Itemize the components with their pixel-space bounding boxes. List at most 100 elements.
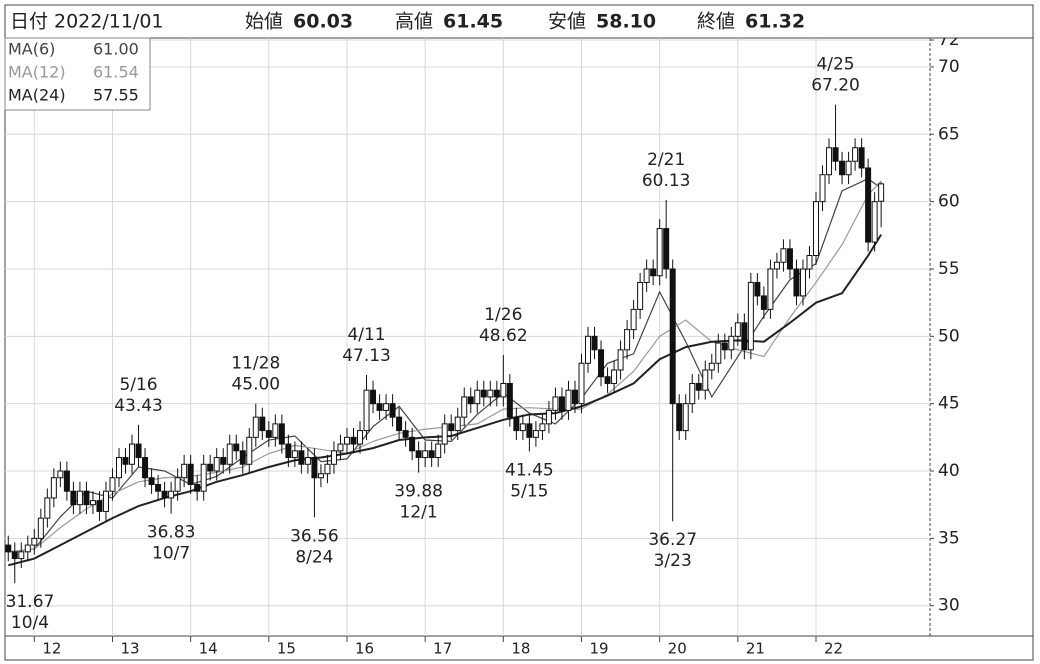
candle-body [317,473,324,479]
date: 2022/11/01 [54,11,164,33]
annotation-date: 5/16 [119,375,157,395]
candle-body [409,436,416,452]
candle-body [50,477,57,499]
annotation-date: 3/23 [654,551,692,571]
candle-body [102,490,109,512]
candle-body [493,389,500,398]
candle-body [545,409,552,425]
candle-body [148,477,155,485]
candle-body [96,500,103,512]
candles [5,104,885,584]
y-tick-label: 55 [938,259,960,279]
candle-body [630,308,637,331]
y-tick-label: 72 [938,30,960,50]
candle-body [650,268,657,277]
candle-body [793,268,800,297]
x-tick-label: 15 [277,640,296,658]
candle-body [773,261,780,270]
candle-body [129,443,136,465]
candle-body [454,416,461,432]
candle-body [142,457,149,479]
candle-body [663,228,670,270]
candle-body [558,396,565,411]
candle-body [18,551,25,560]
candle-body [708,362,715,371]
annotation-value: 36.83 [147,523,196,543]
candle-body [324,463,331,475]
candle-body [109,477,116,492]
candle-body [168,490,175,499]
candle-body [396,416,403,432]
field-value: 61.32 [745,11,805,33]
candle-body [11,551,18,560]
annotation-date: 4/11 [347,325,385,345]
candle-body [135,443,142,459]
candle-body [57,470,64,479]
candle-body [24,544,31,553]
candle-body [389,403,396,418]
candle-body [311,457,318,479]
x-tick-label: 21 [746,640,765,658]
candle-body [357,430,364,445]
candle-body [799,268,806,297]
x-tick-label: 18 [511,640,530,658]
field-value: 60.03 [293,11,353,33]
candle-body [83,490,90,506]
x-axis: 12 13 14 15 16 17 18 19 20 21 22 [33,636,843,658]
candle-body [487,389,494,398]
candle-body [852,147,859,162]
candle-body [682,403,689,432]
candle-body [5,544,12,553]
candle-body [304,457,311,465]
y-tick-label: 60 [938,192,960,212]
legend: MA(6) 61.00 MA(12) 61.54 MA(24) 57.55 [8,40,139,105]
annotation-date: 12/1 [400,503,438,523]
candle-body [415,450,422,459]
candle-body [702,369,709,391]
candle-body [122,457,129,465]
legend-name: MA(6) [8,40,55,59]
candle-body [552,396,559,411]
candle-body [207,463,214,472]
x-tick-label: 12 [42,640,61,658]
candle-body [760,295,767,310]
candle-body [513,416,520,432]
candle-body [376,403,383,411]
x-tick-label: 13 [120,640,139,658]
frame [4,4,1034,661]
candle-body [747,281,754,351]
candle-body [89,500,96,506]
field-label: 高値 [395,11,433,33]
candle-body [526,423,533,438]
annotation-date: 10/4 [11,613,49,633]
annotation-value: 48.62 [479,326,528,346]
annotation-date: 8/24 [295,547,333,567]
candle-body [44,497,51,519]
candle-body [780,248,787,263]
x-tick-label: 19 [589,640,608,658]
candle-body [656,228,663,277]
candle-body [819,174,826,203]
candle-body [278,423,285,445]
candle-body [669,268,676,405]
candle-body [220,457,227,465]
field-label: 始値 [245,11,283,33]
candle-body [252,416,259,438]
y-tick-label: 45 [938,394,960,414]
candle-body [839,160,846,176]
candle-body [70,490,77,506]
candle-body [721,342,728,351]
candle-body [689,382,696,405]
field-label: 安値 [548,11,586,33]
candle-body [826,147,833,176]
candle-body [878,183,885,202]
candle-body [480,389,487,398]
candle-body [806,255,813,270]
candle-body [715,342,722,364]
y-tick-label: 65 [938,124,960,144]
candle-body [578,362,585,405]
candle-body [37,517,44,539]
candle-body [786,248,793,270]
